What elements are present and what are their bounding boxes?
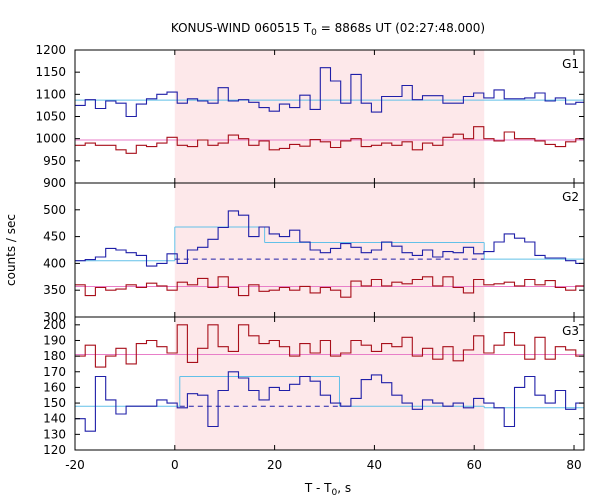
y-tick-label: 180	[43, 349, 66, 363]
y-tick-label: 120	[43, 443, 66, 457]
series-histogram	[75, 276, 584, 298]
series-histogram	[75, 210, 584, 267]
y-tick-label: 150	[43, 396, 66, 410]
y-tick-label: 170	[43, 365, 66, 379]
series-histogram	[75, 324, 584, 368]
panel-g1: 900 950 1000 1050 1100 1150 1200 G1	[35, 43, 585, 190]
panel-frame	[74, 316, 585, 451]
y-tick-label: 1000	[35, 132, 66, 146]
y-tick-label: 450	[43, 230, 66, 244]
y-tick-label: 350	[43, 283, 66, 297]
y-tick-label: 500	[43, 203, 66, 217]
x-tick-label: 0	[171, 458, 179, 472]
x-tick-label: 80	[566, 458, 581, 472]
panel-g2: 300 350 400 450 500 G2	[43, 182, 585, 324]
y-tick-label: 400	[43, 256, 66, 270]
panel-label: G2	[562, 190, 579, 204]
x-tick-label: 20	[267, 458, 282, 472]
y-tick-label: 1100	[35, 87, 66, 101]
series-histogram	[75, 371, 584, 432]
y-tick-label: 160	[43, 380, 66, 394]
x-tick-label: 60	[467, 458, 482, 472]
x-tick-label: 40	[367, 458, 382, 472]
x-axis-title: T - T0, s	[304, 481, 351, 498]
y-tick-label: 130	[43, 427, 66, 441]
y-tick-label: 190	[43, 333, 66, 347]
burst-interval-shade	[174, 183, 485, 317]
burst-interval-shade	[174, 317, 485, 450]
y-tick-label: 300	[43, 310, 66, 324]
burst-interval-shade	[174, 50, 485, 183]
chart-title: KONUS-WIND 060515 T0 = 8868s UT (02:27:4…	[171, 21, 485, 38]
y-tick-label: 1050	[35, 110, 66, 124]
y-tick-label: 1200	[35, 43, 66, 57]
x-axis: -20 0 20 40 60 80	[65, 458, 581, 472]
y-tick-label: 1150	[35, 65, 66, 79]
y-tick-label: 200	[43, 318, 66, 332]
y-tick-label: 950	[43, 154, 66, 168]
series-histogram	[75, 67, 584, 118]
y-tick-label: 140	[43, 412, 66, 426]
panel-label: G1	[562, 57, 579, 71]
y-axis-title: counts / sec	[4, 214, 18, 286]
panel-label: G3	[562, 324, 579, 338]
x-tick-label: -20	[65, 458, 85, 472]
series-histogram	[75, 126, 584, 154]
y-tick-label: 900	[43, 176, 66, 190]
plot-panels: 900 950 1000 1050 1100 1150 1200 G1 300 350 400 450…	[35, 43, 585, 457]
